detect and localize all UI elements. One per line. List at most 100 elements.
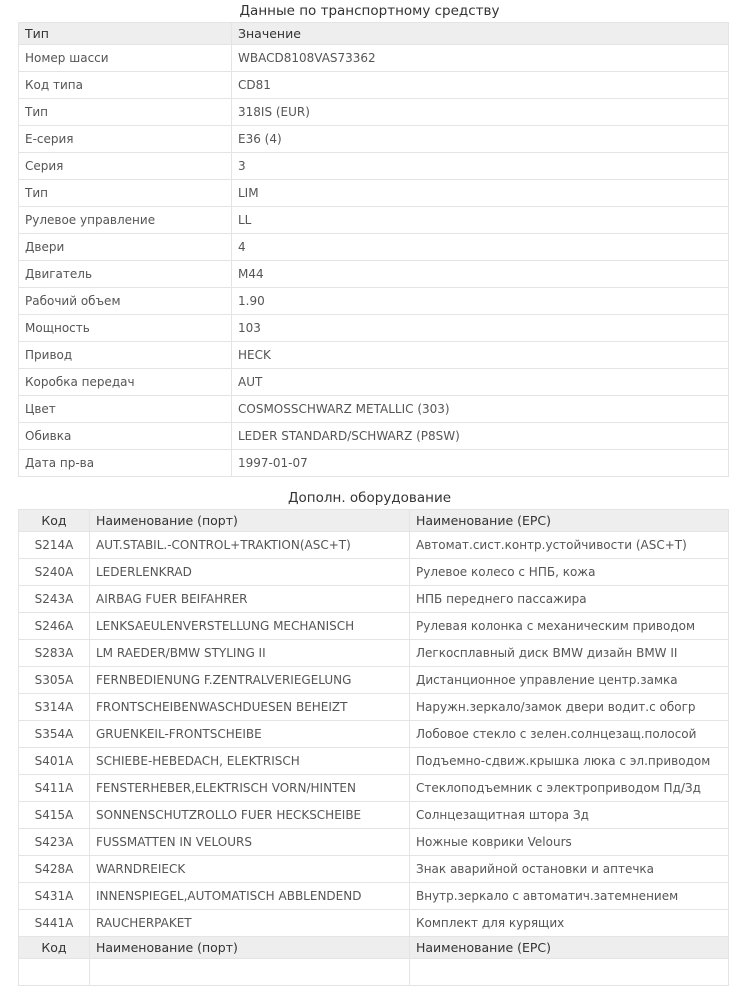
option-name-epc: Дистанционное управление центр.замка — [409, 666, 729, 694]
table-row: S423A FUSSMATTEN IN VELOURS Ножные коврики… — [18, 828, 729, 856]
option-code: S441A — [18, 909, 90, 937]
header-name-port: Наименование (порт) — [89, 509, 410, 532]
option-name-port: RAUCHERPAKET — [89, 909, 410, 937]
footer-header-code: Код — [18, 936, 90, 959]
table-header-row: Тип Значение — [18, 22, 729, 45]
option-name-epc: Лобовое стекло с зелен.солнцезащ.полосой — [409, 720, 729, 748]
footer-header-name-epc: Наименование (EPC) — [409, 936, 729, 959]
option-code: S243A — [18, 585, 90, 613]
header-type: Тип — [18, 22, 232, 45]
option-name-epc: Рулевая колонка с механическим приводом — [409, 612, 729, 640]
option-name-epc: Легкосплавный диск BMW дизайн BMW II — [409, 639, 729, 667]
table-header-row: Код Наименование (порт) Наименование (EP… — [18, 509, 729, 532]
equipment-title: Дополн. оборудование — [287, 490, 452, 506]
field-name: Мощность — [18, 314, 232, 342]
field-value: E36 (4) — [231, 125, 729, 153]
field-name: Код типа — [18, 71, 232, 99]
option-code: S411A — [18, 774, 90, 802]
table-row: S428A WARNDREIECK Знак аварийной остановки… — [18, 855, 729, 883]
field-value: 1997-01-07 — [231, 449, 729, 477]
option-name-port: SONNENSCHUTZROLLO FUER HECKSCHEIBE — [89, 801, 410, 829]
field-name: Коробка передач — [18, 368, 232, 396]
option-name-epc: Ножные коврики Velours — [409, 828, 729, 856]
field-value: 103 — [231, 314, 729, 342]
header-code: Код — [18, 509, 90, 532]
table-row: E-серия E36 (4) — [18, 125, 729, 153]
table-row: Цвет COSMOSSCHWARZ METALLIC (303) — [18, 395, 729, 423]
field-name: E-серия — [18, 125, 232, 153]
field-name: Номер шасси — [18, 44, 232, 72]
field-value: 1.90 — [231, 287, 729, 315]
cell — [18, 958, 90, 986]
table-row: S431A INNENSPIEGEL,AUTOMATISCH ABBLENDEND… — [18, 882, 729, 910]
table-row: Дата пр-ва 1997-01-07 — [18, 449, 729, 477]
table-row: Двери 4 — [18, 233, 729, 261]
table-row: S246A LENKSAEULENVERSTELLUNG MECHANISCH Ру… — [18, 612, 729, 640]
field-name: Дата пр-ва — [18, 449, 232, 477]
table-row: Код типа CD81 — [18, 71, 729, 99]
option-name-port: LENKSAEULENVERSTELLUNG MECHANISCH — [89, 612, 410, 640]
field-value: LL — [231, 206, 729, 234]
field-name: Тип — [18, 179, 232, 207]
option-name-port: LM RAEDER/BMW STYLING II — [89, 639, 410, 667]
option-name-epc: Комплект для курящих — [409, 909, 729, 937]
table-row: Тип LIM — [18, 179, 729, 207]
table-row: Номер шасси WBACD8108VAS73362 — [18, 44, 729, 72]
table-row: Привод HECK — [18, 341, 729, 369]
option-name-port: FRONTSCHEIBENWASCHDUESEN BEHEIZT — [89, 693, 410, 721]
field-value: WBACD8108VAS73362 — [231, 44, 729, 72]
option-name-epc: Солнцезащитная штора Зд — [409, 801, 729, 829]
table-footer-header-row: Код Наименование (порт) Наименование (EP… — [18, 936, 729, 959]
table-row: S401A SCHIEBE-HEBEDACH, ELEKTRISCH Подъемн… — [18, 747, 729, 775]
field-name: Привод — [18, 341, 232, 369]
table-row: S354A GRUENKEIL-FRONTSCHEIBE Лобовое стекл… — [18, 720, 729, 748]
field-value: 3 — [231, 152, 729, 180]
field-name: Рабочий объем — [18, 287, 232, 315]
option-code: S431A — [18, 882, 90, 910]
option-name-epc: Наружн.зеркало/замок двери водит.с обогр — [409, 693, 729, 721]
table-row: Коробка передач AUT — [18, 368, 729, 396]
option-name-port: FUSSMATTEN IN VELOURS — [89, 828, 410, 856]
option-code: S305A — [18, 666, 90, 694]
option-name-port: SCHIEBE-HEBEDACH, ELEKTRISCH — [89, 747, 410, 775]
table-row: Тип 318IS (EUR) — [18, 98, 729, 126]
vehicle-data-title: Данные по транспортному средству — [239, 3, 500, 19]
option-code: S314A — [18, 693, 90, 721]
table-row: Обивка LEDER STANDARD/SCHWARZ (P8SW) — [18, 422, 729, 450]
field-value: M44 — [231, 260, 729, 288]
table-row: Двигатель M44 — [18, 260, 729, 288]
table-row: S214A AUT.STABIL.-CONTROL+TRAKTION(ASC+T)… — [18, 531, 729, 559]
table-row: S314A FRONTSCHEIBENWASCHDUESEN BEHEIZT Нар… — [18, 693, 729, 721]
option-code: S354A — [18, 720, 90, 748]
table-row: Мощность 103 — [18, 314, 729, 342]
table-row: S305A FERNBEDIENUNG F.ZENTRALVERIEGELUNG Д… — [18, 666, 729, 694]
field-value: AUT — [231, 368, 729, 396]
equipment-table: Код Наименование (порт) Наименование (EP… — [18, 509, 729, 986]
option-code: S401A — [18, 747, 90, 775]
option-code: S415A — [18, 801, 90, 829]
option-code: S214A — [18, 531, 90, 559]
field-value: CD81 — [231, 71, 729, 99]
field-name: Тип — [18, 98, 232, 126]
option-name-epc: Подъемно-сдвиж.крышка люка с эл.приводом — [409, 747, 729, 775]
option-name-epc: Рулевое колесо с НПБ, кожа — [409, 558, 729, 586]
table-row: S411A FENSTERHEBER,ELEKTRISCH VORN/HINTEN… — [18, 774, 729, 802]
table-row: Серия 3 — [18, 152, 729, 180]
option-name-port: LEDERLENKRAD — [89, 558, 410, 586]
option-code: S428A — [18, 855, 90, 883]
table-row: S240A LEDERLENKRAD Рулевое колесо с НПБ, к… — [18, 558, 729, 586]
field-value: LIM — [231, 179, 729, 207]
field-name: Двигатель — [18, 260, 232, 288]
footer-header-name-port: Наименование (порт) — [89, 936, 410, 959]
field-name: Цвет — [18, 395, 232, 423]
option-name-epc: Стеклоподъемник с электроприводом Пд/Зд — [409, 774, 729, 802]
table-row: S441A RAUCHERPAKET Комплект для курящих — [18, 909, 729, 937]
field-value: HECK — [231, 341, 729, 369]
option-name-port: FERNBEDIENUNG F.ZENTRALVERIEGELUNG — [89, 666, 410, 694]
table-row: S415A SONNENSCHUTZROLLO FUER HECKSCHEIBE С… — [18, 801, 729, 829]
option-name-port: AUT.STABIL.-CONTROL+TRAKTION(ASC+T) — [89, 531, 410, 559]
option-name-epc: Автомат.сист.контр.устойчивости (ASC+T) — [409, 531, 729, 559]
field-name: Рулевое управление — [18, 206, 232, 234]
vehicle-data-table: Тип Значение Номер шасси WBACD8108VAS7336… — [18, 22, 729, 477]
field-value: 4 — [231, 233, 729, 261]
